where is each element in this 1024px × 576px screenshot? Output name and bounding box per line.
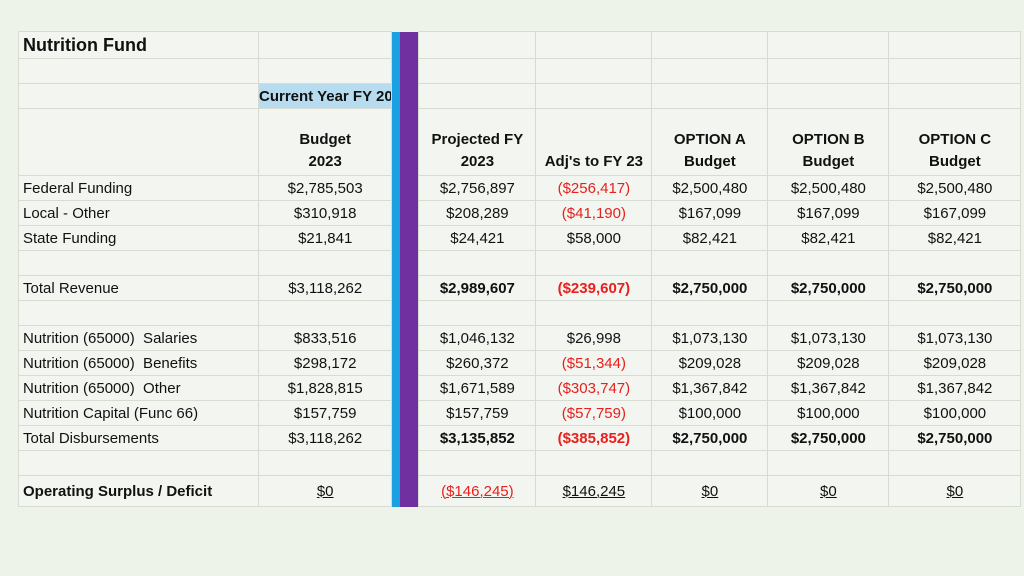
cell-option-a[interactable]: $2,750,000 [651, 275, 769, 301]
cell-budget[interactable]: $3,118,262 [257, 425, 393, 451]
cell-projected[interactable]: $1,046,132 [418, 325, 537, 351]
cell-adj[interactable]: ($256,417) [535, 175, 653, 201]
cell-option-b[interactable]: $1,073,130 [767, 325, 890, 351]
cell-projected[interactable]: $1,671,589 [418, 375, 537, 401]
cell-option-a[interactable]: $167,099 [651, 200, 769, 226]
row-label[interactable]: Nutrition (65000) Benefits [18, 350, 259, 376]
row-label[interactable]: Nutrition (65000) Salaries [18, 325, 259, 351]
blank-row-2 [18, 250, 1022, 276]
cell-projected[interactable]: $2,989,607 [418, 275, 537, 301]
row-label[interactable]: Nutrition Capital (Func 66) [18, 400, 259, 426]
cell-projected[interactable]: $2,756,897 [418, 175, 537, 201]
cell-budget[interactable]: $3,118,262 [257, 275, 393, 301]
cell-option-c[interactable]: $2,500,480 [888, 175, 1022, 201]
cell-option-c[interactable]: $167,099 [888, 200, 1022, 226]
cell-option-b[interactable]: $1,367,842 [767, 375, 890, 401]
blue-column-bar [391, 31, 400, 507]
header-projected[interactable]: Projected FY 2023 [418, 108, 537, 176]
row-label[interactable]: Nutrition (65000) Other [18, 375, 259, 401]
cell-budget[interactable]: $0 [257, 475, 393, 507]
header-budget[interactable]: Budget 2023 [257, 108, 393, 176]
cell-option-c[interactable]: $100,000 [888, 400, 1022, 426]
cell-option-b[interactable]: $167,099 [767, 200, 890, 226]
cell-option-b[interactable]: $2,750,000 [767, 425, 890, 451]
cell-option-a[interactable]: $0 [651, 475, 769, 507]
sheet-title[interactable]: Nutrition Fund [18, 31, 259, 59]
cell-option-c[interactable]: $82,421 [888, 225, 1022, 251]
cell-option-c[interactable]: $209,028 [888, 350, 1022, 376]
table-row-capital: Nutrition Capital (Func 66) $157,759 $15… [18, 400, 1022, 426]
cell-option-c[interactable]: $2,750,000 [888, 275, 1022, 301]
cell-projected[interactable]: $24,421 [418, 225, 537, 251]
cell-option-a[interactable]: $209,028 [651, 350, 769, 376]
table-row-total-revenue: Total Revenue $3,118,262 $2,989,607 ($23… [18, 275, 1022, 301]
cell-option-a[interactable]: $100,000 [651, 400, 769, 426]
cell-budget[interactable]: $310,918 [257, 200, 393, 226]
cell-option-b[interactable]: $100,000 [767, 400, 890, 426]
cell-projected[interactable]: $260,372 [418, 350, 537, 376]
row-label[interactable]: Local - Other [18, 200, 259, 226]
cell-option-a[interactable]: $1,073,130 [651, 325, 769, 351]
cell-adj[interactable]: ($41,190) [535, 200, 653, 226]
table-row-benefits: Nutrition (65000) Benefits $298,172 $260… [18, 350, 1022, 376]
cell-adj[interactable]: $26,998 [535, 325, 653, 351]
row-label[interactable]: Operating Surplus / Deficit [18, 475, 259, 507]
cell-option-b[interactable]: $2,500,480 [767, 175, 890, 201]
cell-budget[interactable]: $298,172 [257, 350, 393, 376]
cell-option-b[interactable]: $2,750,000 [767, 275, 890, 301]
table-row-surplus: Operating Surplus / Deficit $0 ($146,245… [18, 475, 1022, 507]
cell-option-b[interactable]: $82,421 [767, 225, 890, 251]
cell-option-b[interactable]: $209,028 [767, 350, 890, 376]
row-label[interactable]: Federal Funding [18, 175, 259, 201]
cell-budget[interactable]: $157,759 [257, 400, 393, 426]
table-row-local: Local - Other $310,918 $208,289 ($41,190… [18, 200, 1022, 226]
row-label[interactable]: Total Revenue [18, 275, 259, 301]
cell-budget[interactable]: $1,828,815 [257, 375, 393, 401]
cell-adj[interactable]: $146,245 [535, 475, 653, 507]
current-year-row: Current Year FY 2023 [18, 83, 1022, 109]
header-option-b[interactable]: OPTION B Budget [767, 108, 890, 176]
blank-row-4 [18, 450, 1022, 476]
cell-option-c[interactable]: $0 [888, 475, 1022, 507]
cell-option-c[interactable]: $1,073,130 [888, 325, 1022, 351]
header-adj[interactable]: Adj's to FY 23 [535, 108, 653, 176]
cell-option-b[interactable]: $0 [767, 475, 890, 507]
table-row-federal: Federal Funding $2,785,503 $2,756,897 ($… [18, 175, 1022, 201]
cell-adj[interactable]: ($51,344) [535, 350, 653, 376]
current-year-label[interactable]: Current Year FY 2023 [257, 83, 393, 109]
cell-adj[interactable]: ($57,759) [535, 400, 653, 426]
cell-option-c[interactable]: $1,367,842 [888, 375, 1022, 401]
cell-option-a[interactable]: $1,367,842 [651, 375, 769, 401]
cell-projected[interactable]: ($146,245) [418, 475, 537, 507]
cell-adj[interactable]: ($303,747) [535, 375, 653, 401]
cell-budget[interactable]: $2,785,503 [257, 175, 393, 201]
cell-option-c[interactable]: $2,750,000 [888, 425, 1022, 451]
header-row: Budget 2023 Projected FY 2023 Adj's to FY … [18, 108, 1022, 176]
table-row-other: Nutrition (65000) Other $1,828,815 $1,67… [18, 375, 1022, 401]
table-row-state: State Funding $21,841 $24,421 $58,000 $8… [18, 225, 1022, 251]
cell-option-a[interactable]: $2,500,480 [651, 175, 769, 201]
cell-projected[interactable]: $157,759 [418, 400, 537, 426]
cell-budget[interactable]: $21,841 [257, 225, 393, 251]
purple-column-bar [399, 31, 419, 507]
blank-row-1 [18, 58, 1022, 84]
cell-projected[interactable]: $208,289 [418, 200, 537, 226]
cell-option-a[interactable]: $82,421 [651, 225, 769, 251]
cell-option-a[interactable]: $2,750,000 [651, 425, 769, 451]
cell-projected[interactable]: $3,135,852 [418, 425, 537, 451]
cell-adj[interactable]: ($385,852) [535, 425, 653, 451]
row-label[interactable]: State Funding [18, 225, 259, 251]
header-option-c[interactable]: OPTION C Budget [888, 108, 1022, 176]
cell-adj[interactable]: $58,000 [535, 225, 653, 251]
nutrition-fund-table: Nutrition Fund Current Year FY 2023 Budg… [18, 31, 1022, 507]
cell-budget[interactable]: $833,516 [257, 325, 393, 351]
cell-adj[interactable]: ($239,607) [535, 275, 653, 301]
table-row-total-disbursements: Total Disbursements $3,118,262 $3,135,85… [18, 425, 1022, 451]
table-row-salaries: Nutrition (65000) Salaries $833,516 $1,0… [18, 325, 1022, 351]
blank-row-3 [18, 300, 1022, 326]
header-option-a[interactable]: OPTION A Budget [651, 108, 769, 176]
title-row: Nutrition Fund [18, 31, 1022, 507]
row-label[interactable]: Total Disbursements [18, 425, 259, 451]
